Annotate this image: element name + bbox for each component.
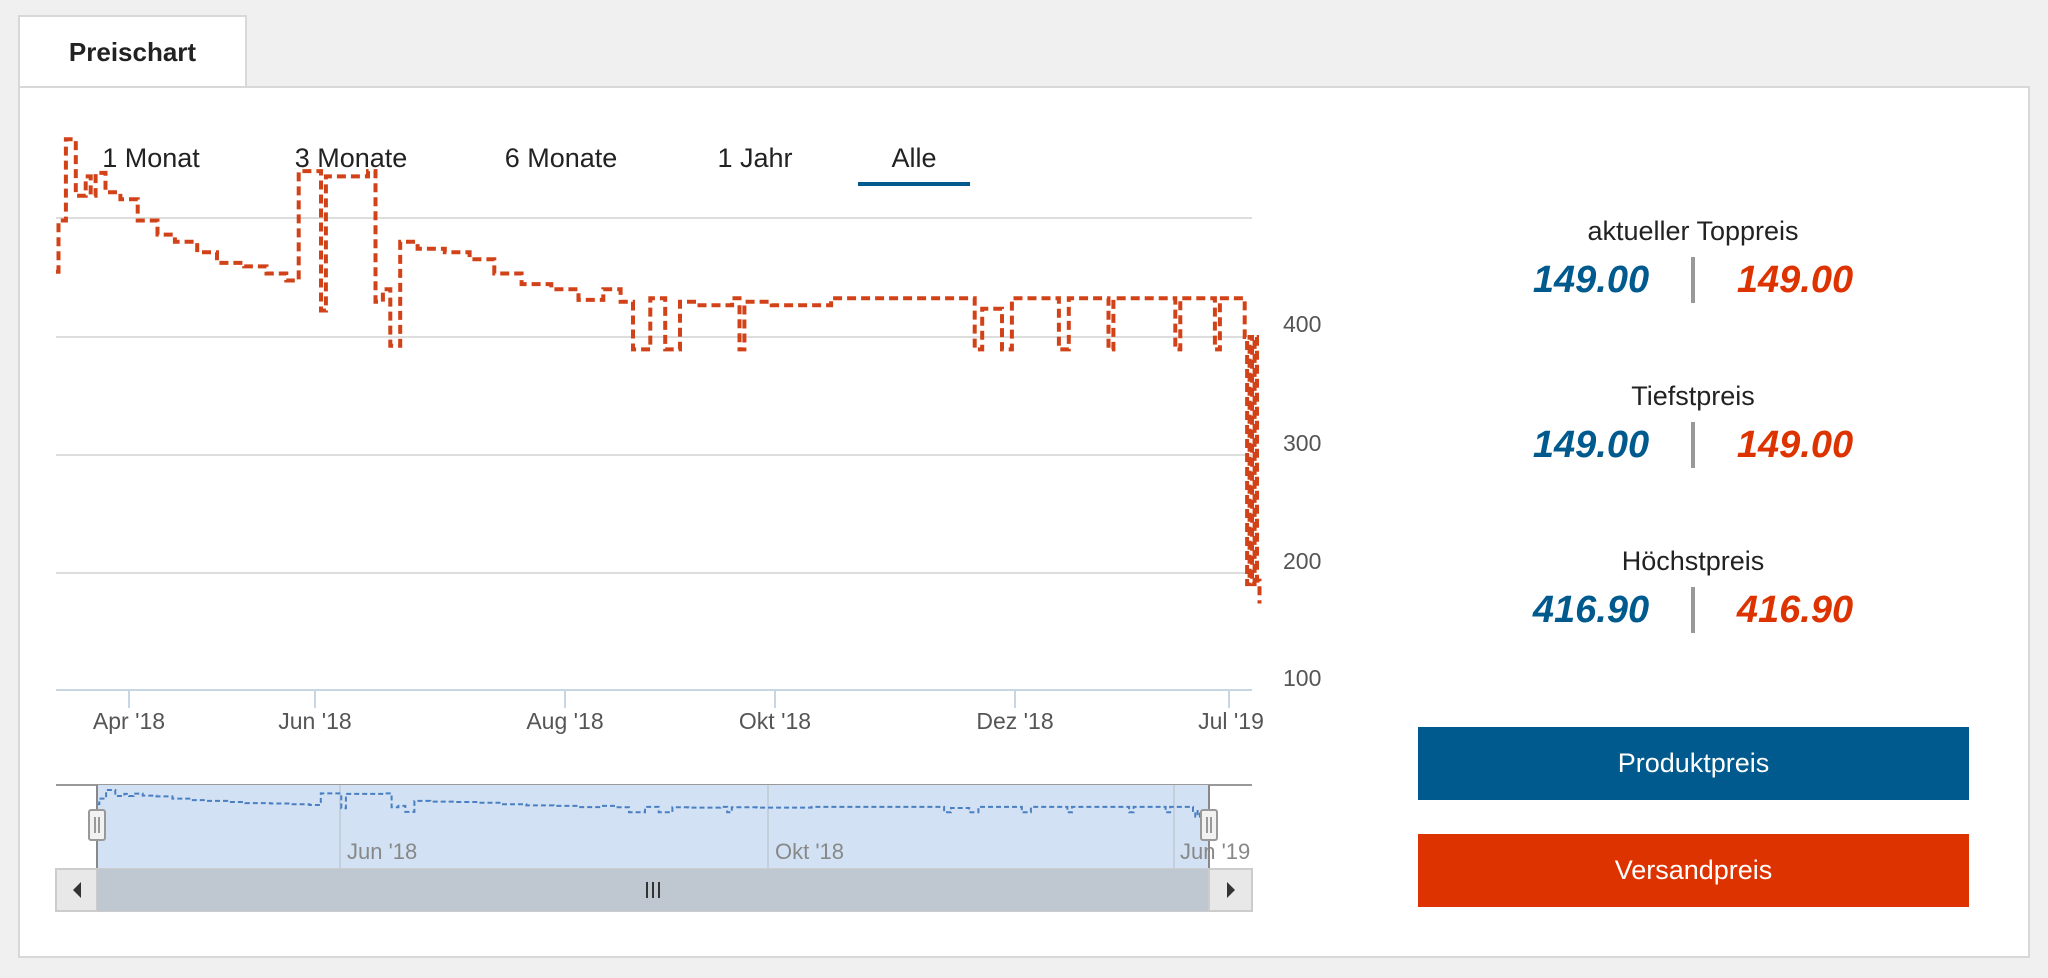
navigator-handle-left[interactable] xyxy=(88,809,106,841)
x-tick-aug-18: Aug '18 xyxy=(526,708,603,734)
series-line-price xyxy=(56,137,1262,604)
x-tick-jun-18: Jun '18 xyxy=(278,708,351,734)
navigator-handle-right[interactable] xyxy=(1200,809,1218,841)
range-tab-6-months[interactable]: 6 Monate xyxy=(504,142,618,173)
range-tab-all[interactable]: Alle xyxy=(858,136,970,186)
navigator-tick-jun-18: Jun '18 xyxy=(347,839,417,864)
x-tick-okt-18: Okt '18 xyxy=(739,708,811,734)
stat-title: Höchstpreis xyxy=(1621,546,1765,576)
x-tick-dez-18: Dez '18 xyxy=(976,708,1053,734)
stat-highest-price: Höchstpreis 416.90 416.90 xyxy=(1418,546,1968,633)
divider xyxy=(1691,257,1695,303)
stat-title: Tiefstpreis xyxy=(1631,381,1755,411)
grid-lines xyxy=(56,217,1252,691)
navigator-tick-jun-19: Jun '19 xyxy=(1180,839,1250,864)
scrollbar-right-arrow[interactable] xyxy=(1208,868,1253,912)
x-tick-marks xyxy=(128,690,1230,708)
stat-lowest-price: Tiefstpreis 149.00 149.00 xyxy=(1418,381,1968,468)
scrollbar-left-arrow[interactable] xyxy=(55,868,98,912)
range-tab-1-year[interactable]: 1 Jahr xyxy=(717,142,793,173)
divider xyxy=(1691,587,1695,633)
navigator: Jun '18 Okt '18 Jun '19 xyxy=(56,784,1252,869)
stat-current-top-price: aktueller Toppreis 149.00 149.00 xyxy=(1418,216,1968,303)
shipping-price-value: 149.00 xyxy=(1736,258,1854,301)
shipping-price-value: 149.00 xyxy=(1736,423,1854,466)
y-tick-200: 200 xyxy=(1283,548,1321,574)
y-tick-100: 100 xyxy=(1283,665,1321,691)
product-price-value: 149.00 xyxy=(1532,423,1650,466)
scrollbar[interactable] xyxy=(55,868,1253,912)
navigator-selection[interactable] xyxy=(97,785,1209,869)
shipping-price-value: 416.90 xyxy=(1736,588,1854,631)
x-tick-jul-19: Jul '19 xyxy=(1198,708,1264,734)
y-tick-400: 400 xyxy=(1283,311,1321,337)
tab-label: Preischart xyxy=(68,37,197,67)
shipping-price-button[interactable]: Versandpreis xyxy=(1418,834,1969,907)
y-tick-300: 300 xyxy=(1283,430,1321,456)
x-tick-apr-18: Apr '18 xyxy=(93,708,165,734)
range-tab-3-months[interactable]: 3 Monate xyxy=(294,142,408,173)
range-tab-1-month[interactable]: 1 Monat xyxy=(102,142,200,173)
navigator-tick-okt-18: Okt '18 xyxy=(775,839,844,864)
product-price-value: 149.00 xyxy=(1532,258,1650,301)
product-price-button[interactable]: Produktpreis xyxy=(1418,727,1969,800)
tab-preischart[interactable]: Preischart xyxy=(18,15,247,88)
scrollbar-grip-icon xyxy=(646,882,660,898)
range-tabs: 1 Monat 3 Monate 6 Monate 1 Jahr Alle xyxy=(56,136,1006,186)
stat-title: aktueller Toppreis xyxy=(1587,216,1799,246)
divider xyxy=(1691,422,1695,468)
product-price-value: 416.90 xyxy=(1532,588,1650,631)
